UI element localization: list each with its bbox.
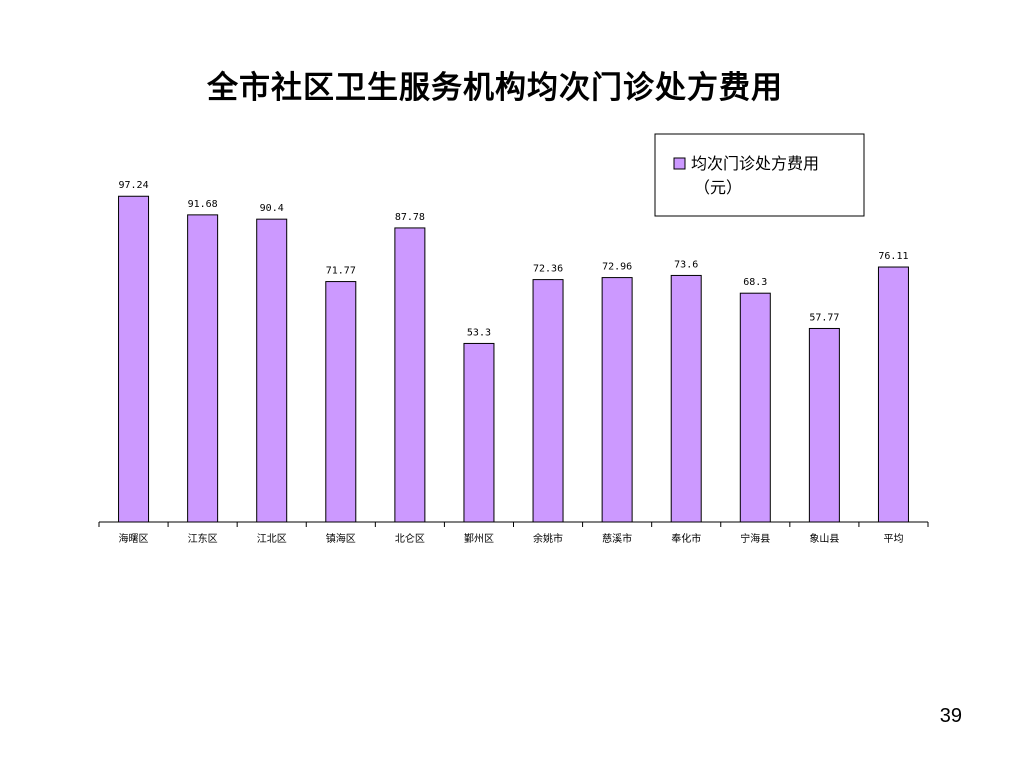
category-label: 江东区 [188,532,218,545]
data-label: 71.77 [326,266,356,277]
data-label: 76.11 [878,251,908,262]
data-label: 53.3 [467,327,491,338]
category-label: 江北区 [257,533,287,545]
legend-label-line2: （元） [694,178,742,197]
category-label: 镇海区 [326,532,356,545]
bar [394,227,426,523]
bar [877,266,909,523]
bar [808,327,840,523]
bar [670,274,702,523]
bars-layer [118,195,909,523]
data-label: 73.6 [674,259,698,270]
legend-box [654,133,865,217]
bar [463,342,495,523]
data-label: 91.68 [188,199,218,210]
bar [256,218,288,523]
chart-title: 全市社区卫生服务机构均次门诊处方费用 [207,70,783,106]
data-label: 72.96 [602,262,632,273]
category-label: 宁海县 [740,532,770,545]
value-labels-layer: 97.24 91.68 90.4 71.77 87.78 53.3 72.36 72.96 73… [118,180,908,338]
category-label: 象山县 [809,533,839,545]
data-label: 90.4 [260,203,284,214]
data-label: 57.77 [809,312,839,323]
category-label: 平均 [883,533,903,545]
data-label: 97.24 [118,180,148,191]
legend-label-line1: 均次门诊处方费用 [691,154,819,173]
data-label: 68.3 [743,277,767,288]
bar [118,195,150,523]
category-label: 奉化市 [671,532,701,545]
category-label: 鄞州区 [464,532,494,545]
legend: 均次门诊处方费用 （元） [654,133,865,217]
data-label: 72.36 [533,264,563,275]
category-label: 海曙区 [119,532,149,545]
bar [739,292,771,523]
category-labels-layer: 海曙区 江东区 江北区 镇海区 北仑区 鄞州区 余姚市 慈溪市 奉化市 宁海县 象山县 平均 [119,532,904,545]
x-axis-ticks [98,522,929,527]
legend-swatch [673,157,686,170]
category-label: 北仑区 [395,532,425,545]
bar [187,214,219,523]
bar [532,279,564,523]
bar [601,277,633,523]
category-label: 慈溪市 [602,532,632,545]
page-number: 39 [939,705,962,727]
data-label: 87.78 [395,212,425,223]
category-label: 余姚市 [533,532,563,545]
bar [325,281,357,523]
